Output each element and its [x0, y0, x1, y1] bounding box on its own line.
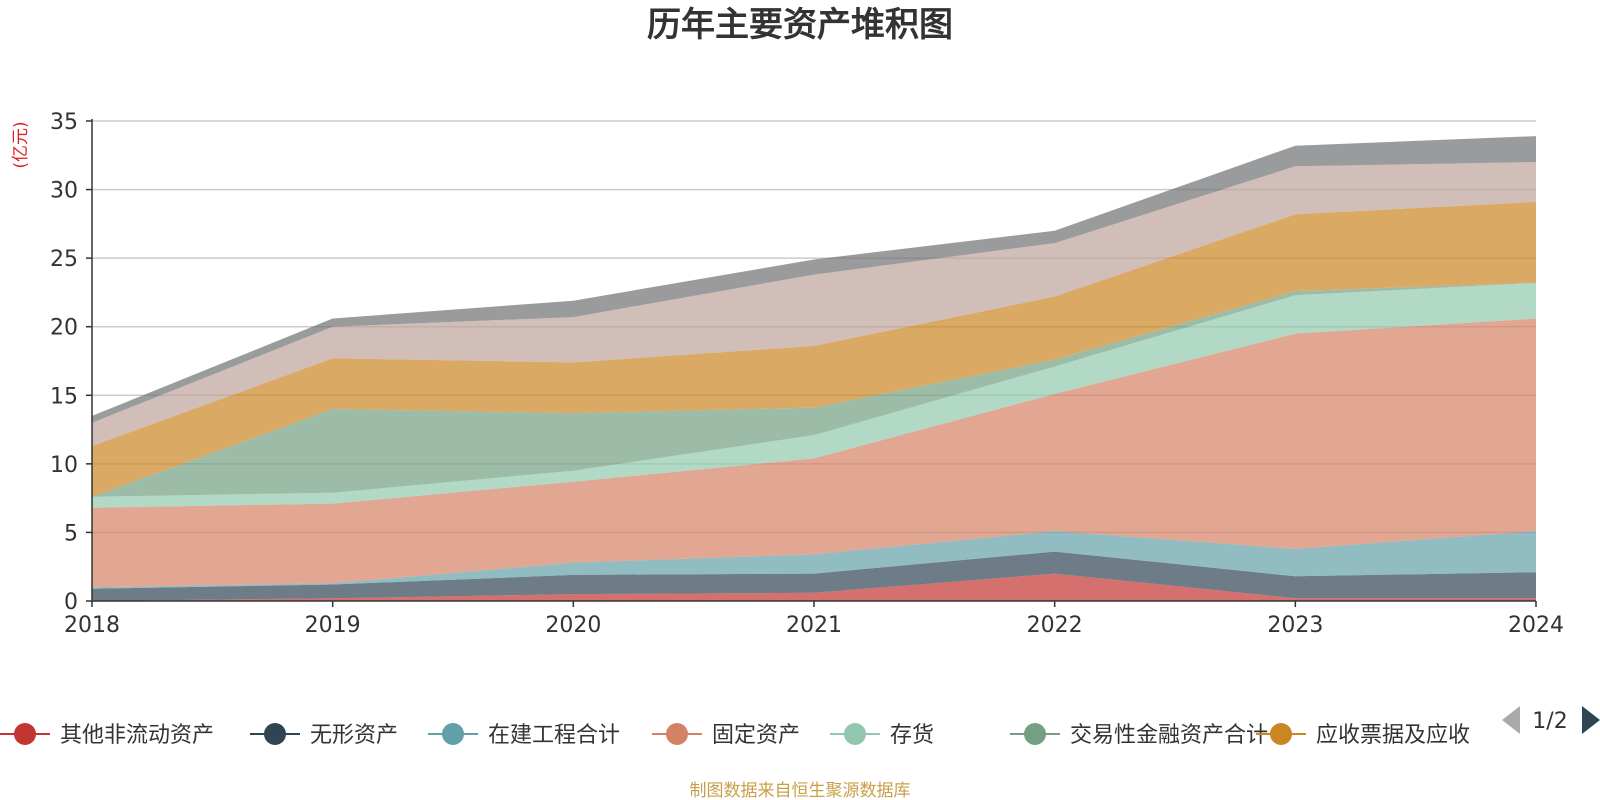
area-series: [92, 282, 1536, 508]
legend-item[interactable]: 存货: [830, 723, 934, 748]
x-tick-label: 2018: [64, 613, 120, 638]
area-series: [92, 318, 1536, 588]
legend-label: 应收票据及应收: [1316, 723, 1470, 748]
source-note: 制图数据来自恒生聚源数据库: [690, 781, 911, 800]
legend-item[interactable]: 固定资产: [652, 723, 800, 748]
x-tick-label: 2024: [1508, 613, 1564, 638]
area-series: [92, 551, 1536, 601]
legend-item[interactable]: 无形资产: [250, 723, 398, 748]
y-tick-label: 5: [64, 521, 78, 546]
legend-marker-icon: [264, 723, 286, 745]
area-series: [92, 201, 1536, 497]
legend-marker-icon: [1024, 723, 1046, 745]
y-tick-label: 20: [50, 316, 78, 341]
legend-marker-icon: [666, 723, 688, 745]
legend-item[interactable]: 其他非流动资产: [0, 723, 214, 748]
legend-next-icon[interactable]: [1582, 706, 1600, 734]
legend-item[interactable]: 应收票据及应收: [1256, 723, 1470, 748]
legend-label: 交易性金融资产合计: [1070, 723, 1268, 748]
legend-label: 其他非流动资产: [60, 723, 214, 748]
legend-marker-icon: [14, 723, 36, 745]
legend-marker-icon: [442, 723, 464, 745]
area-layers: [92, 136, 1536, 601]
legend-item[interactable]: 交易性金融资产合计: [1010, 723, 1268, 748]
area-series: [92, 531, 1536, 589]
y-tick-label: 15: [50, 384, 78, 409]
y-tick-label: 0: [64, 590, 78, 615]
y-tick-label: 35: [50, 110, 78, 135]
x-tick-label: 2020: [545, 613, 601, 638]
legend-page-indicator: 1/2: [1532, 709, 1567, 734]
y-tick-label: 10: [50, 453, 78, 478]
legend-label: 固定资产: [712, 723, 800, 748]
area-series: [92, 573, 1536, 601]
area-series: [92, 162, 1536, 446]
legend-prev-icon[interactable]: [1502, 706, 1520, 734]
legend-label: 无形资产: [310, 723, 398, 748]
x-tick-label: 2022: [1027, 613, 1083, 638]
legend-label: 存货: [890, 723, 934, 748]
legend: 其他非流动资产 无形资产 在建工程合计 固定资产 存货 交易性金融资产合计 应收票据及应收: [0, 723, 1470, 748]
y-tick-label: 25: [50, 247, 78, 272]
area-series: [92, 282, 1536, 497]
chart-title: 历年主要资产堆积图: [647, 5, 953, 45]
y-axis-unit-label: (亿元): [11, 121, 31, 168]
legend-item[interactable]: 在建工程合计: [428, 723, 620, 748]
legend-marker-icon: [844, 723, 866, 745]
legend-marker-icon: [1270, 723, 1292, 745]
x-tick-label: 2019: [305, 613, 361, 638]
legend-label: 在建工程合计: [488, 723, 620, 748]
x-tick-label: 2021: [786, 613, 842, 638]
y-tick-label: 30: [50, 179, 78, 204]
axes: 0 5 10 15 20 25 30 35 2018 2019 2020 2021 2022 2023 20…: [50, 110, 1564, 638]
x-tick-label: 2023: [1267, 613, 1323, 638]
legend-pager: 1/2: [1502, 706, 1600, 734]
